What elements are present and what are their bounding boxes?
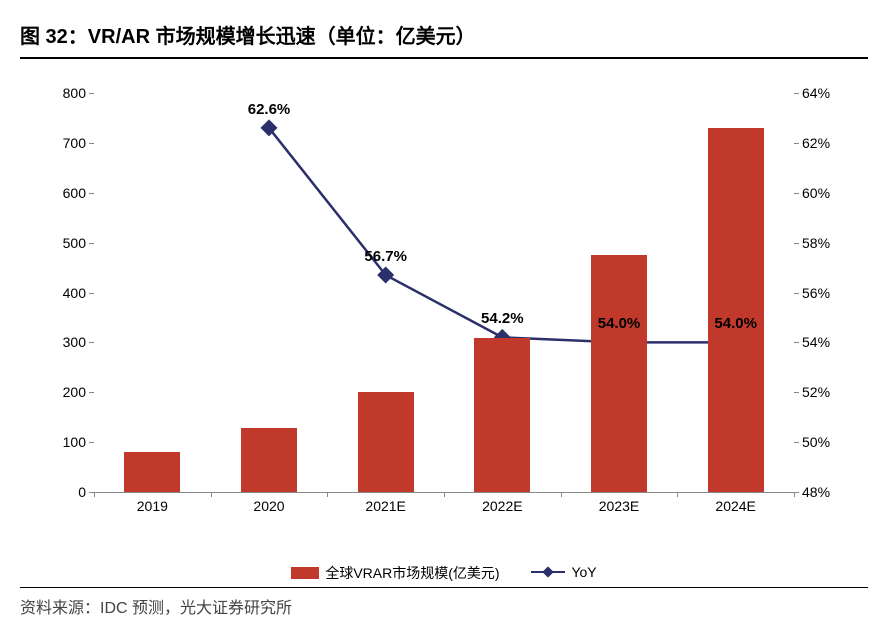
x-tick-label: 2019 — [137, 492, 168, 514]
y-right-tick-label: 64% — [794, 85, 830, 101]
yoy-data-label: 62.6% — [248, 101, 291, 118]
bar — [474, 338, 530, 492]
bar — [358, 392, 414, 492]
yoy-data-label: 56.7% — [364, 248, 407, 265]
x-tick-label: 2024E — [715, 492, 755, 514]
yoy-data-label: 54.2% — [481, 310, 524, 327]
bar — [241, 428, 297, 492]
y-right-tick-label: 50% — [794, 434, 830, 450]
y-right-tick-label: 48% — [794, 484, 830, 500]
legend-item-line: YoY — [531, 564, 596, 580]
bar — [591, 255, 647, 492]
line-layer — [94, 93, 794, 492]
x-tick-label: 2023E — [599, 492, 639, 514]
bar — [708, 128, 764, 492]
legend: 全球VRAR市场规模(亿美元) YoY — [20, 559, 868, 583]
legend-label-bar: 全球VRAR市场规模(亿美元) — [325, 563, 499, 583]
x-tick-label: 2021E — [365, 492, 405, 514]
y-right-tick-label: 62% — [794, 135, 830, 151]
yoy-data-label: 54.0% — [598, 315, 641, 332]
chart-title: 图 32：VR/AR 市场规模增长迅速（单位：亿美元） — [20, 20, 868, 59]
y-right-tick-label: 58% — [794, 235, 830, 251]
x-tick-label: 2022E — [482, 492, 522, 514]
y-right-tick-label: 60% — [794, 185, 830, 201]
y-right-tick-label: 52% — [794, 384, 830, 400]
bar — [124, 452, 180, 492]
legend-swatch-bar — [291, 567, 319, 579]
y-right-tick-label: 54% — [794, 334, 830, 350]
source-text: 资料来源：IDC 预测，光大证券研究所 — [20, 587, 868, 618]
legend-label-line: YoY — [571, 564, 596, 580]
legend-swatch-line — [531, 565, 565, 579]
chart-container: 010020030040050060070080048%50%52%54%56%… — [34, 83, 854, 553]
yoy-data-label: 54.0% — [714, 315, 757, 332]
legend-item-bar: 全球VRAR市场规模(亿美元) — [291, 563, 499, 583]
plot-area: 010020030040050060070080048%50%52%54%56%… — [94, 93, 794, 493]
y-right-tick-label: 56% — [794, 285, 830, 301]
x-tick-label: 2020 — [253, 492, 284, 514]
